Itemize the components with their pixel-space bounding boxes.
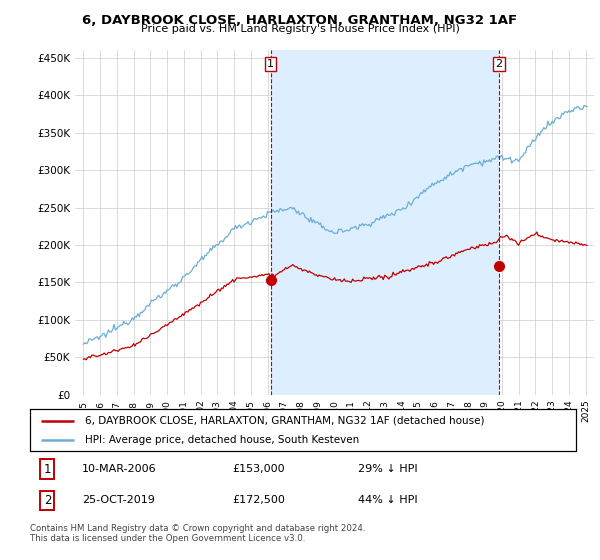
Text: 44% ↓ HPI: 44% ↓ HPI bbox=[358, 496, 417, 506]
Text: 6, DAYBROOK CLOSE, HARLAXTON, GRANTHAM, NG32 1AF (detached house): 6, DAYBROOK CLOSE, HARLAXTON, GRANTHAM, … bbox=[85, 416, 484, 426]
Text: Contains HM Land Registry data © Crown copyright and database right 2024.
This d: Contains HM Land Registry data © Crown c… bbox=[30, 524, 365, 543]
Text: £172,500: £172,500 bbox=[232, 496, 285, 506]
Bar bbox=[271, 50, 499, 395]
Text: 1: 1 bbox=[44, 463, 51, 475]
Text: HPI: Average price, detached house, South Kesteven: HPI: Average price, detached house, Sout… bbox=[85, 435, 359, 445]
Text: 6, DAYBROOK CLOSE, HARLAXTON, GRANTHAM, NG32 1AF: 6, DAYBROOK CLOSE, HARLAXTON, GRANTHAM, … bbox=[82, 14, 518, 27]
Text: 10-MAR-2006: 10-MAR-2006 bbox=[82, 464, 157, 474]
Text: 2: 2 bbox=[495, 59, 502, 69]
Text: 2: 2 bbox=[44, 494, 51, 507]
Text: Price paid vs. HM Land Registry's House Price Index (HPI): Price paid vs. HM Land Registry's House … bbox=[140, 24, 460, 34]
Text: 1: 1 bbox=[267, 59, 274, 69]
Text: 25-OCT-2019: 25-OCT-2019 bbox=[82, 496, 155, 506]
Text: £153,000: £153,000 bbox=[232, 464, 284, 474]
Text: 29% ↓ HPI: 29% ↓ HPI bbox=[358, 464, 417, 474]
